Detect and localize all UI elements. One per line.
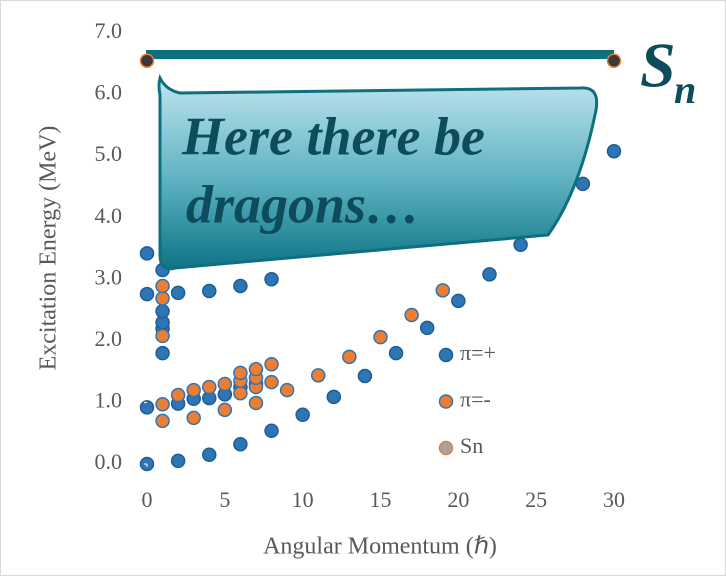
point bbox=[608, 145, 621, 158]
point bbox=[156, 347, 169, 360]
point bbox=[265, 424, 278, 437]
point bbox=[265, 376, 278, 389]
point bbox=[141, 247, 154, 260]
point bbox=[187, 411, 200, 424]
point bbox=[452, 294, 465, 307]
point bbox=[436, 284, 449, 297]
sn-label: S bbox=[640, 30, 676, 101]
point bbox=[172, 454, 185, 467]
x-tick-label: 30 bbox=[603, 487, 625, 512]
y-tick-label: 2.0 bbox=[95, 326, 123, 351]
point bbox=[281, 384, 294, 397]
point bbox=[156, 280, 169, 293]
point bbox=[249, 397, 262, 410]
point bbox=[249, 363, 262, 376]
point bbox=[172, 286, 185, 299]
point bbox=[187, 384, 200, 397]
point bbox=[358, 369, 371, 382]
point bbox=[514, 238, 527, 251]
point bbox=[390, 347, 403, 360]
point bbox=[234, 366, 247, 379]
point bbox=[234, 438, 247, 451]
y-tick-label: 4.0 bbox=[95, 203, 123, 228]
y-tick-label: 7.0 bbox=[95, 18, 123, 43]
x-axis-label: Angular Momentum (ℏ) bbox=[263, 534, 497, 560]
x-tick-label: 5 bbox=[219, 487, 230, 512]
point bbox=[312, 369, 325, 382]
point bbox=[483, 268, 496, 281]
point bbox=[265, 358, 278, 371]
y-tick-label: 3.0 bbox=[95, 264, 123, 289]
point bbox=[421, 321, 434, 334]
y-tick-label: 1.0 bbox=[95, 387, 123, 412]
point bbox=[296, 408, 309, 421]
point bbox=[234, 387, 247, 400]
y-axis-label: Excitation Energy (MeV) bbox=[36, 126, 62, 371]
x-tick-label: 10 bbox=[292, 487, 314, 512]
point bbox=[218, 403, 231, 416]
y-tick-label: 5.0 bbox=[95, 141, 123, 166]
point bbox=[405, 308, 418, 321]
legend-label: π=+ bbox=[460, 340, 496, 365]
point bbox=[156, 329, 169, 342]
x-tick-label: 15 bbox=[370, 487, 392, 512]
point bbox=[234, 280, 247, 293]
sn-band bbox=[146, 50, 614, 59]
legend-marker bbox=[440, 395, 453, 408]
point bbox=[203, 381, 216, 394]
y-tick-label: 0.0 bbox=[95, 449, 123, 474]
point bbox=[608, 54, 621, 67]
callout-line: Here there be bbox=[181, 106, 485, 166]
legend-label: Sn bbox=[460, 433, 483, 458]
point bbox=[156, 414, 169, 427]
y-tick-label: 6.0 bbox=[95, 80, 123, 105]
point bbox=[343, 350, 356, 363]
point bbox=[156, 398, 169, 411]
x-tick-label: 25 bbox=[525, 487, 547, 512]
point bbox=[141, 54, 154, 67]
point bbox=[265, 273, 278, 286]
point bbox=[374, 331, 387, 344]
callout-line: dragons… bbox=[186, 174, 420, 234]
chart: Excitation Energy (MeV) Angular Momentum… bbox=[0, 0, 726, 576]
point bbox=[172, 389, 185, 402]
point bbox=[156, 305, 169, 318]
point bbox=[203, 448, 216, 461]
point bbox=[141, 288, 154, 301]
x-tick-label: 0 bbox=[142, 487, 153, 512]
legend-label: π=- bbox=[460, 387, 491, 412]
sn-subscript: n bbox=[674, 67, 696, 112]
x-tick-label: 20 bbox=[447, 487, 469, 512]
point bbox=[156, 292, 169, 305]
legend-marker bbox=[440, 442, 453, 455]
point bbox=[327, 390, 340, 403]
point bbox=[203, 284, 216, 297]
point bbox=[218, 377, 231, 390]
legend-marker bbox=[440, 349, 453, 362]
